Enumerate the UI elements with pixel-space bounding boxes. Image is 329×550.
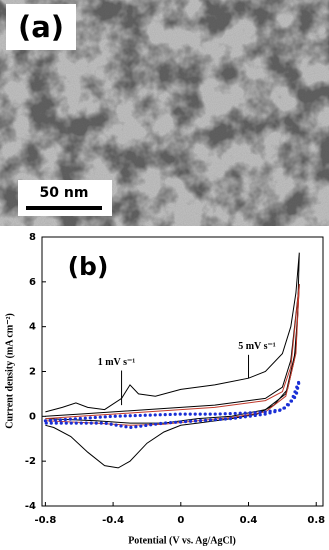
y-tick-label: 8	[29, 232, 36, 243]
y-tick-label: 0	[29, 411, 36, 422]
y-tick-label: 4	[29, 322, 36, 333]
y-tick-label: -2	[25, 456, 36, 467]
y-tick-label: 2	[29, 367, 36, 378]
label-box	[6, 4, 76, 50]
x-tick-label: 0	[177, 515, 184, 526]
x-axis-title: Potential (V vs. Ag/AgCl)	[128, 535, 236, 546]
x-tick-label: -0.4	[102, 515, 124, 526]
y-tick-label: 6	[29, 277, 36, 288]
x-tick-label: 0.4	[240, 515, 258, 526]
x-tick-label: -0.8	[34, 515, 56, 526]
series-line	[45, 252, 300, 469]
y-axis-title: Current density (mA cm⁻²)	[4, 313, 15, 429]
series-line	[45, 284, 300, 424]
y-tick-label: -4	[25, 501, 36, 512]
series-line	[43, 379, 301, 430]
panel-label: (a)	[18, 10, 64, 44]
tem-image: (a) 50 nm	[0, 0, 329, 226]
annotation: 5 mV s⁻¹	[238, 341, 276, 352]
panel-label: (b)	[68, 252, 109, 281]
series-line	[45, 284, 300, 426]
scale-bar-label: 50 nm	[40, 185, 89, 201]
annotation: 1 mV s⁻¹	[98, 357, 136, 368]
x-tick-label: 0.8	[307, 515, 325, 526]
